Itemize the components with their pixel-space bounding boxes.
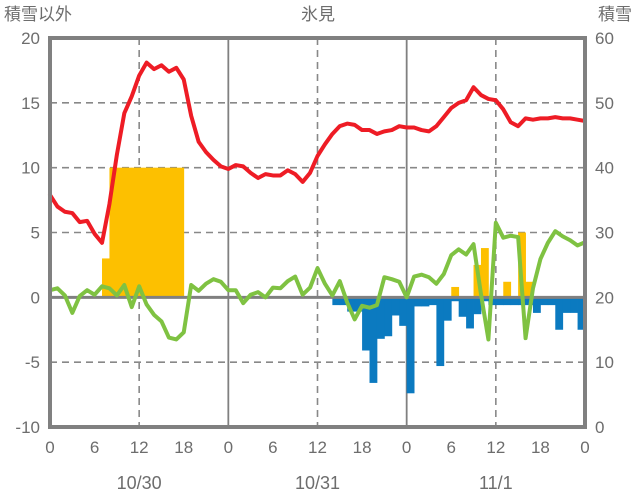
bar-blue-bars	[480, 297, 489, 302]
y-tick-label-left: 20	[21, 29, 40, 48]
line-red-line	[48, 60, 587, 245]
x-date-label: 11/1	[479, 473, 513, 493]
bar-blue-bars	[332, 297, 341, 306]
x-tick-label: 12	[486, 438, 505, 457]
bar-orange-bars	[480, 248, 489, 298]
bar-orange-bars	[176, 167, 185, 298]
y-tick-label-right: 20	[595, 288, 614, 307]
x-tick-label: 18	[353, 438, 372, 457]
x-tick-label: 0	[45, 438, 54, 457]
y-tick-label-right: 40	[595, 159, 614, 178]
bar-blue-bars	[391, 297, 400, 316]
bar-blue-bars	[540, 297, 549, 306]
bar-blue-bars	[466, 297, 474, 329]
chart-title: 氷見	[301, 5, 335, 24]
bar-blue-bars	[406, 297, 415, 394]
bar-blue-bars	[451, 297, 460, 302]
bar-orange-bars	[451, 286, 460, 298]
bar-orange-bars	[161, 167, 170, 298]
bar-blue-bars	[503, 297, 512, 306]
bar-orange-bars	[124, 167, 133, 298]
y-tick-label-left: -10	[15, 418, 40, 437]
bar-blue-bars	[369, 297, 378, 383]
bar-blue-bars	[428, 297, 437, 306]
x-tick-label: 0	[402, 438, 411, 457]
y-tick-label-right: 10	[595, 353, 614, 372]
line-green-line	[48, 220, 587, 342]
x-date-label: 10/30	[117, 473, 162, 493]
bar-blue-bars	[458, 297, 467, 317]
bar-orange-bars	[525, 281, 534, 298]
bar-blue-bars	[414, 297, 422, 307]
x-tick-label: 6	[268, 438, 277, 457]
bar-orange-bars	[131, 167, 140, 298]
x-tick-label: 18	[531, 438, 550, 457]
bar-orange-bars	[154, 167, 162, 298]
bar-orange-bars	[503, 281, 512, 298]
left-axis-title: 積雪以外	[4, 5, 72, 24]
y-tick-label-left: 0	[31, 288, 40, 307]
y-tick-label-right: 0	[595, 418, 604, 437]
bar-blue-bars	[362, 297, 370, 351]
y-tick-label-left: 15	[21, 94, 40, 113]
bar-blue-bars	[555, 297, 564, 330]
x-tick-label: 12	[308, 438, 327, 457]
x-date-label: 10/31	[295, 473, 340, 493]
x-tick-label: 0	[224, 438, 233, 457]
bar-blue-bars	[570, 297, 578, 313]
bar-blue-bars	[562, 297, 571, 313]
bar-orange-bars	[139, 167, 147, 298]
x-tick-label: 6	[447, 438, 456, 457]
lines-layer	[48, 60, 587, 342]
x-tick-label: 0	[580, 438, 589, 457]
x-tick-label: 18	[174, 438, 193, 457]
bar-blue-bars	[399, 297, 408, 326]
y-tick-label-left: 10	[21, 159, 40, 178]
bar-orange-bars	[116, 167, 125, 298]
bar-blue-bars	[436, 297, 445, 367]
x-tick-label: 6	[90, 438, 99, 457]
bar-orange-bars	[109, 167, 118, 298]
bar-blue-bars	[532, 297, 541, 313]
y-tick-label-left: 5	[31, 224, 40, 243]
bar-orange-bars	[102, 258, 110, 298]
bar-blue-bars	[510, 297, 519, 306]
y-tick-label-right: 60	[595, 29, 614, 48]
bar-blue-bars	[577, 297, 586, 330]
bar-blue-bars	[421, 297, 430, 307]
plot-frame	[48, 36, 587, 429]
bars-layer	[102, 167, 586, 394]
bar-orange-bars	[146, 167, 155, 298]
bar-blue-bars	[354, 297, 363, 312]
y-tick-label-right: 50	[595, 94, 614, 113]
bar-blue-bars	[443, 297, 452, 321]
bar-blue-bars	[339, 297, 348, 306]
y-tick-label-right: 30	[595, 224, 614, 243]
bar-blue-bars	[495, 297, 504, 306]
bar-blue-bars	[384, 297, 393, 337]
bar-blue-bars	[376, 297, 385, 339]
bar-blue-bars	[347, 297, 356, 312]
x-tick-label: 12	[130, 438, 149, 457]
bar-blue-bars	[473, 297, 482, 315]
bar-blue-bars	[547, 297, 556, 306]
bar-orange-bars	[168, 167, 177, 298]
right-axis-title: 積雪	[598, 5, 632, 24]
y-tick-label-left: -5	[25, 353, 40, 372]
